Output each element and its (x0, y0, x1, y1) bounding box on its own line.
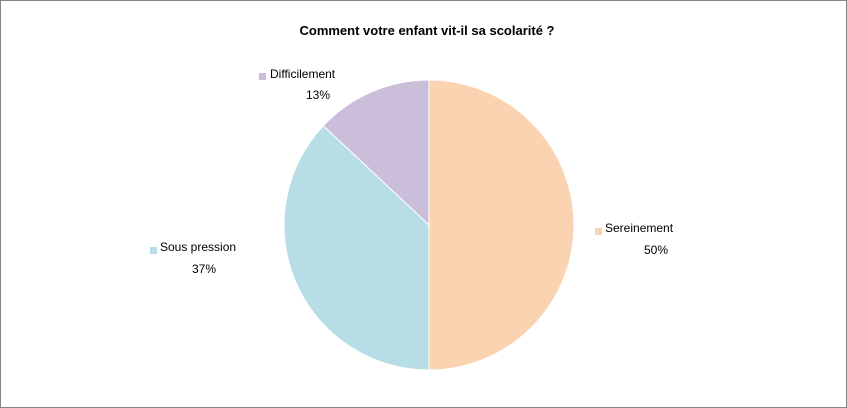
slice-value-label: 50% (644, 243, 668, 257)
legend-marker (150, 247, 157, 254)
pie-labels: Sereinement 50% Sous pression 37% Difficilem… (150, 67, 674, 276)
slice-value-label: 13% (306, 88, 330, 102)
slice-value-label: 37% (192, 262, 216, 276)
pie-slice-sereinement (428, 79, 575, 371)
slice-label: Sereinement (605, 221, 674, 235)
legend-marker (259, 73, 266, 80)
slice-label: Sous pression (160, 240, 236, 254)
slice-label: Difficilement (270, 67, 336, 81)
chart-title: Comment votre enfant vit-il sa scolarité… (299, 23, 554, 38)
pie-slices (283, 79, 575, 371)
pie-slice-sous-pression (283, 125, 430, 371)
legend-marker (595, 228, 602, 235)
pie-slice-difficilement (322, 79, 430, 227)
